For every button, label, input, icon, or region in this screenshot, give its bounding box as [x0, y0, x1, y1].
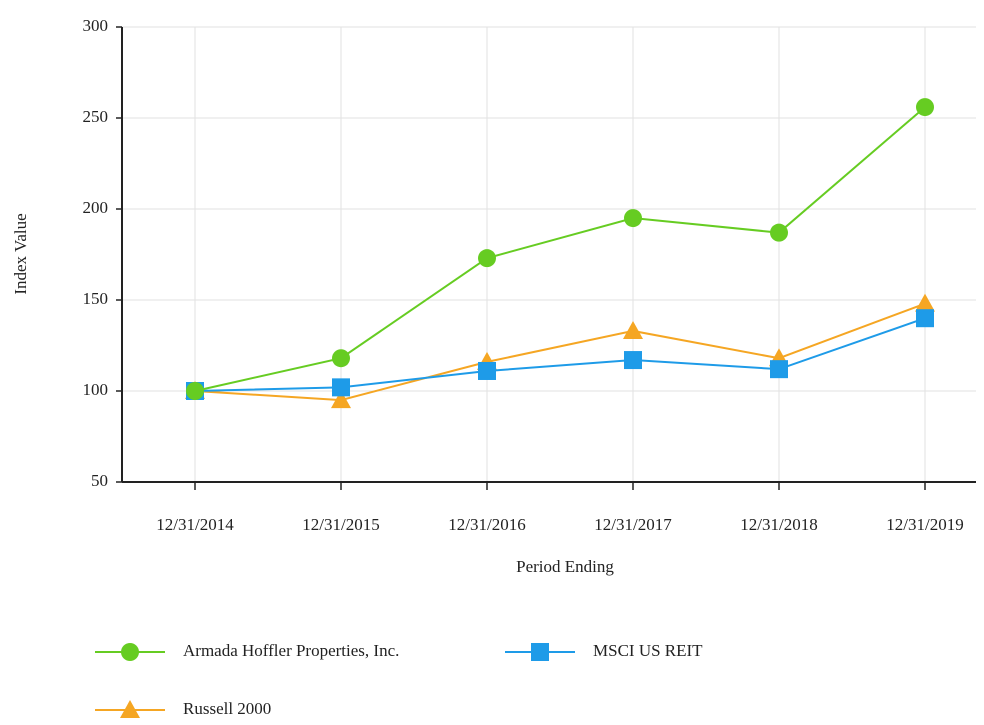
x-tick-label: 12/31/2017: [594, 515, 672, 534]
x-tick-label: 12/31/2016: [448, 515, 525, 534]
y-tick-label: 250: [83, 107, 109, 126]
data-point: [331, 390, 351, 409]
data-point: [624, 351, 642, 370]
data-point: [623, 320, 643, 339]
series-line: [194, 317, 926, 392]
data-point: [478, 361, 496, 380]
y-axis-label: Index Value: [11, 213, 30, 294]
x-tick-label: 12/31/2014: [156, 515, 234, 534]
y-tick-label: 300: [83, 16, 109, 35]
data-point: [624, 209, 642, 228]
y-tick-label: 150: [83, 289, 109, 308]
series-line: [194, 106, 926, 392]
data-point: [916, 309, 934, 328]
legend-label: MSCI US REIT: [593, 641, 703, 660]
data-point: [770, 223, 788, 242]
data-point: [186, 382, 204, 400]
data-point: [915, 293, 935, 312]
y-tick-label: 200: [83, 198, 109, 217]
data-point: [478, 249, 496, 268]
legend-label: Armada Hoffler Properties, Inc.: [183, 641, 399, 660]
data-point: [332, 349, 350, 368]
legend-marker: [531, 643, 549, 661]
y-tick-label: 100: [83, 380, 109, 399]
x-tick-label: 12/31/2018: [740, 515, 817, 534]
data-point: [770, 360, 788, 379]
x-tick-label: 12/31/2019: [886, 515, 963, 534]
series-line: [194, 302, 926, 402]
data-point: [916, 98, 934, 117]
x-tick-label: 12/31/2015: [302, 515, 379, 534]
data-point: [332, 378, 350, 397]
legend-marker: [120, 700, 140, 718]
y-tick-label: 50: [91, 471, 108, 490]
x-axis-label: Period Ending: [516, 557, 614, 576]
legend-label: Russell 2000: [183, 699, 271, 718]
legend-marker: [121, 643, 139, 661]
